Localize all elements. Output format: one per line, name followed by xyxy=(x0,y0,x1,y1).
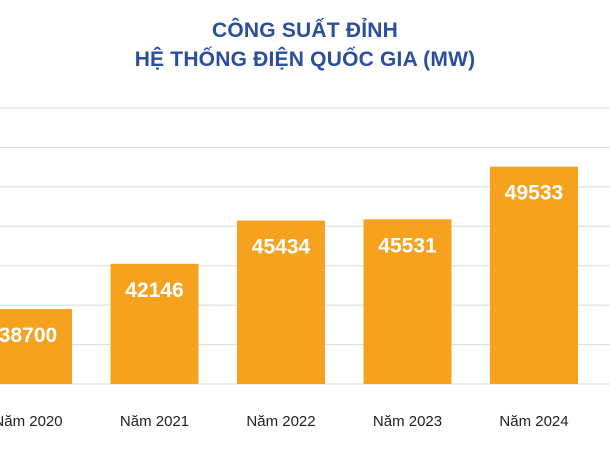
bars xyxy=(0,166,578,384)
chart-subtitle: HỆ THỐNG ĐIỆN QUỐC GIA (MW) xyxy=(134,48,476,71)
bar-2 xyxy=(237,220,325,384)
category-labels: Năm 2020 Năm 2021 Năm 2022 Năm 2023 Năm 2024… xyxy=(0,413,569,430)
bar-0 xyxy=(0,309,72,384)
bar-3 xyxy=(363,219,452,384)
category-label-0: Năm 2020 xyxy=(0,413,63,430)
category-label-3: Năm 2023 xyxy=(373,413,442,430)
data-labels: 387004214645434455314953351 xyxy=(0,182,563,347)
category-label-4: Năm 2024 xyxy=(499,413,568,430)
data-label-2: 45434 xyxy=(252,236,311,259)
data-label-1: 42146 xyxy=(125,279,183,302)
bar-1 xyxy=(110,263,199,384)
chart-title: CÔNG SUẤT ĐỈNH xyxy=(212,19,398,42)
bar-4 xyxy=(490,166,578,384)
category-label-2: Năm 2022 xyxy=(246,413,315,430)
data-label-4: 49533 xyxy=(505,182,563,205)
category-label-1: Năm 2021 xyxy=(120,413,189,430)
data-label-3: 45531 xyxy=(378,234,437,257)
data-label-0: 38700 xyxy=(0,324,57,347)
